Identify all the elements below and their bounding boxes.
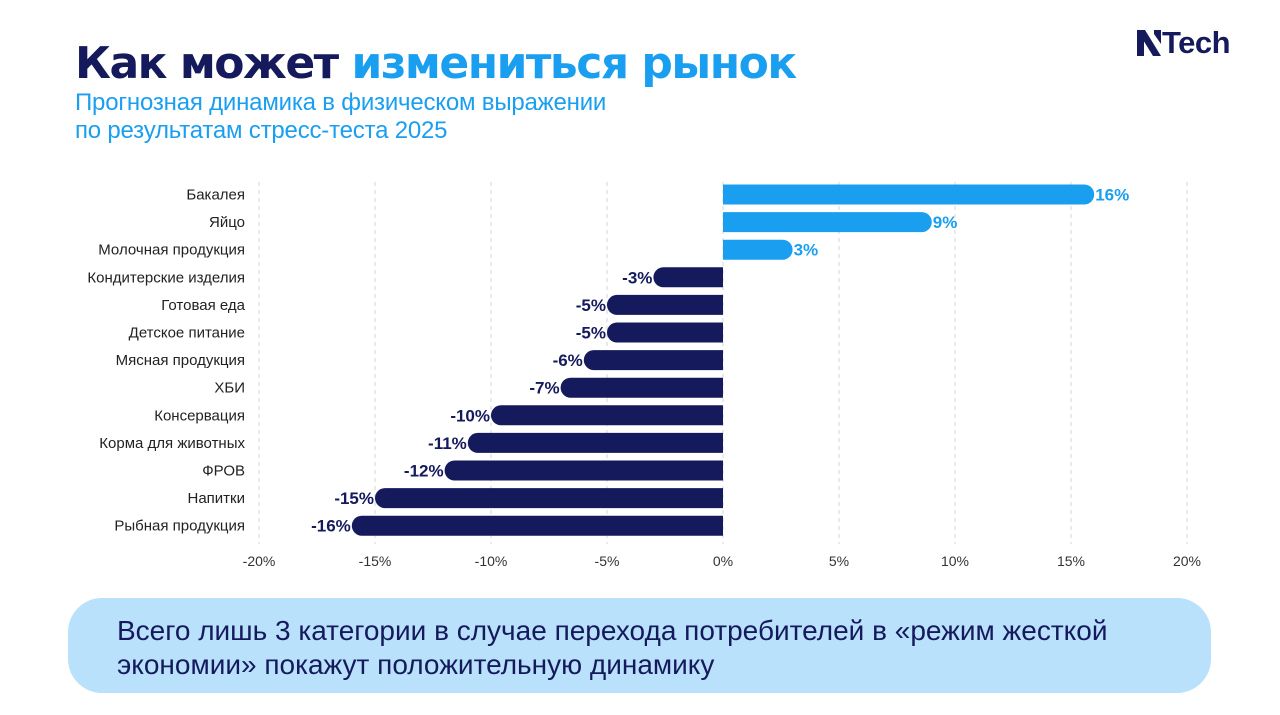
ntech-logo: Tech xyxy=(1137,25,1231,60)
x-tick-label: 10% xyxy=(941,553,969,569)
bar xyxy=(723,212,932,233)
category-label: Молочная продукция xyxy=(98,242,245,259)
category-label: Корма для животных xyxy=(99,435,245,452)
bar xyxy=(723,184,1095,205)
n-letter-logo-icon xyxy=(1137,30,1161,56)
category-label: Детское питание xyxy=(129,325,245,342)
x-tick-label: -20% xyxy=(243,553,276,569)
bar xyxy=(653,267,723,288)
data-label: -7% xyxy=(529,379,559,398)
callout-box xyxy=(68,598,1211,693)
bar xyxy=(607,322,723,343)
x-tick-label: -5% xyxy=(595,553,620,569)
x-tick-label: -15% xyxy=(359,553,392,569)
category-label: ФРОВ xyxy=(202,463,245,480)
category-label: Яйцо xyxy=(209,214,245,231)
callout-text: Всего лишь 3 категории в случае перехода… xyxy=(117,615,1108,680)
bar xyxy=(583,350,723,371)
bar xyxy=(444,460,723,481)
data-label: -5% xyxy=(576,296,606,315)
category-label: Готовая еда xyxy=(161,297,245,314)
subtitle-line-1: Прогнозная динамика в физическом выражен… xyxy=(75,89,607,116)
data-label: -11% xyxy=(428,434,467,453)
page-subtitle: Прогнозная динамика в физическом выражен… xyxy=(75,89,606,145)
bar xyxy=(351,515,723,536)
logo-text: Tech xyxy=(1162,25,1231,60)
data-label: -10% xyxy=(450,406,490,425)
category-label: Кондитерские изделия xyxy=(87,269,245,286)
data-label: 3% xyxy=(794,241,819,260)
title-part-accent: измениться рынок xyxy=(351,38,798,89)
category-label: ХБИ xyxy=(214,380,245,397)
category-label: Мясная продукция xyxy=(116,352,245,369)
category-label: Рыбная продукция xyxy=(114,518,245,535)
category-label: Консервация xyxy=(154,407,245,424)
title-part-dark: Как может xyxy=(75,38,339,89)
bar xyxy=(375,488,723,509)
bar-chart: -20% -15% -10% -5% 0% 5% 10% 15% 20% Бакалея 16% Яй… xyxy=(87,182,1201,569)
data-label: -12% xyxy=(404,462,444,481)
bar xyxy=(467,432,723,453)
x-tick-label: 0% xyxy=(713,553,733,569)
data-label: -3% xyxy=(622,268,652,287)
data-label: -5% xyxy=(576,324,606,343)
data-label: -15% xyxy=(334,489,374,508)
bar xyxy=(723,239,793,260)
subtitle-line-2: по результатам стресс-теста 2025 xyxy=(75,117,448,144)
bar xyxy=(491,405,723,426)
x-tick-label: -10% xyxy=(475,553,508,569)
category-label: Бакалея xyxy=(186,187,245,204)
bar xyxy=(560,377,723,398)
x-tick-label: 20% xyxy=(1173,553,1201,569)
data-label: -6% xyxy=(553,351,583,370)
data-label: -16% xyxy=(311,517,351,536)
data-label: 9% xyxy=(933,213,958,232)
category-label: Напитки xyxy=(188,490,246,507)
data-label: 16% xyxy=(1095,186,1129,205)
bar xyxy=(607,294,723,315)
page-title: Как может измениться рынок xyxy=(75,36,798,92)
x-tick-label: 15% xyxy=(1057,553,1085,569)
x-tick-label: 5% xyxy=(829,553,849,569)
